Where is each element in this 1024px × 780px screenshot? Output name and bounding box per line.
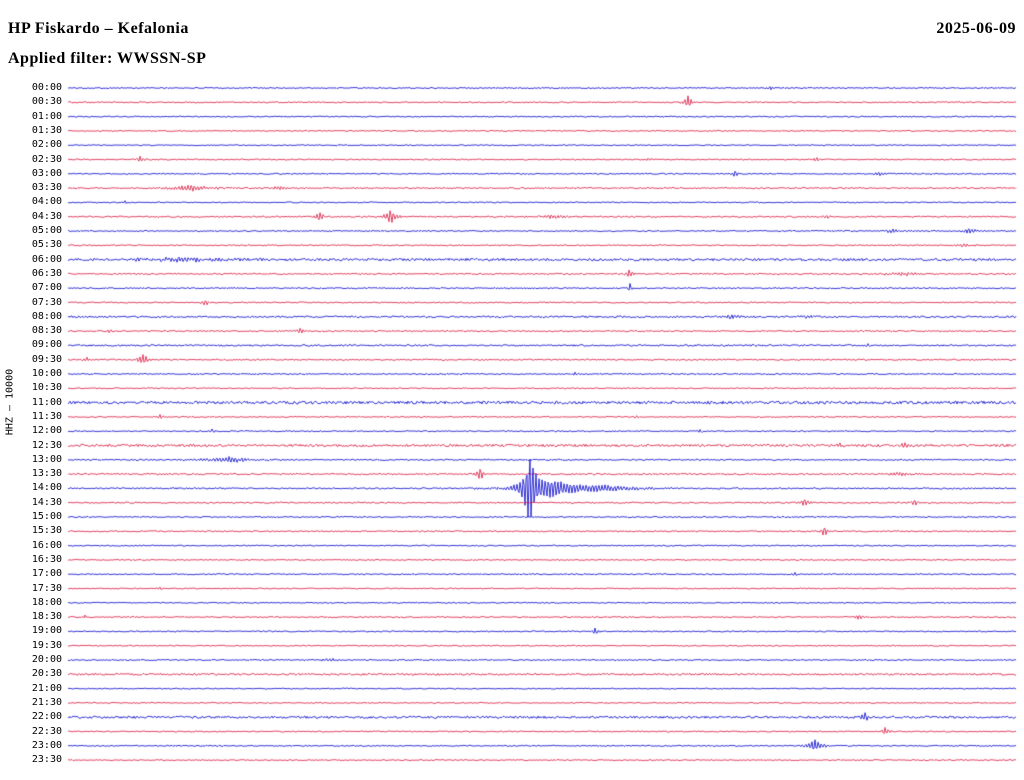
time-label: 09:00: [31, 339, 62, 351]
time-label: 19:30: [31, 639, 62, 651]
time-label: 12:00: [31, 425, 62, 437]
time-label: 11:30: [31, 410, 62, 422]
time-label: 20:30: [31, 668, 62, 680]
time-label: 11:00: [31, 396, 62, 408]
time-label: 02:00: [31, 139, 62, 151]
time-label: 15:30: [31, 525, 62, 537]
time-label: 12:30: [31, 439, 62, 451]
time-label: 08:30: [31, 325, 62, 337]
time-label: 18:30: [31, 611, 62, 623]
time-label: 19:00: [31, 625, 62, 637]
time-label: 07:30: [31, 296, 62, 308]
time-label: 04:30: [31, 210, 62, 222]
time-label: 18:00: [31, 596, 62, 608]
time-label: 01:00: [31, 110, 62, 122]
time-label: 16:00: [31, 539, 62, 551]
time-label: 23:30: [31, 754, 62, 766]
time-label: 14:30: [31, 496, 62, 508]
time-label: 02:30: [31, 153, 62, 165]
time-label: 01:30: [31, 124, 62, 136]
time-label: 06:00: [31, 253, 62, 265]
time-label: 13:00: [31, 453, 62, 465]
time-label: 00:00: [31, 82, 62, 93]
time-label: 13:30: [31, 468, 62, 480]
time-label: 17:00: [31, 568, 62, 580]
time-label: 14:00: [31, 482, 62, 494]
time-label: 10:30: [31, 382, 62, 394]
time-label: 07:00: [31, 282, 62, 294]
time-label: 08:00: [31, 310, 62, 322]
time-label: 05:30: [31, 239, 62, 251]
time-label: 05:00: [31, 225, 62, 236]
time-label: 00:30: [31, 96, 62, 108]
time-label: 09:30: [31, 353, 62, 365]
time-label: 17:30: [31, 582, 62, 594]
time-label: 04:00: [31, 196, 62, 208]
time-label: 06:30: [31, 267, 62, 279]
time-label: 22:30: [31, 725, 62, 737]
time-label: 03:30: [31, 182, 62, 194]
time-label: 15:00: [31, 511, 62, 522]
time-label: 21:30: [31, 696, 62, 708]
time-label: 20:00: [31, 654, 62, 665]
time-label: 03:00: [31, 167, 62, 179]
time-label: 10:00: [31, 368, 62, 379]
time-label: 16:30: [31, 553, 62, 565]
time-label: 23:00: [31, 739, 62, 751]
time-label: 22:00: [31, 711, 62, 723]
time-label: 21:00: [31, 682, 62, 694]
